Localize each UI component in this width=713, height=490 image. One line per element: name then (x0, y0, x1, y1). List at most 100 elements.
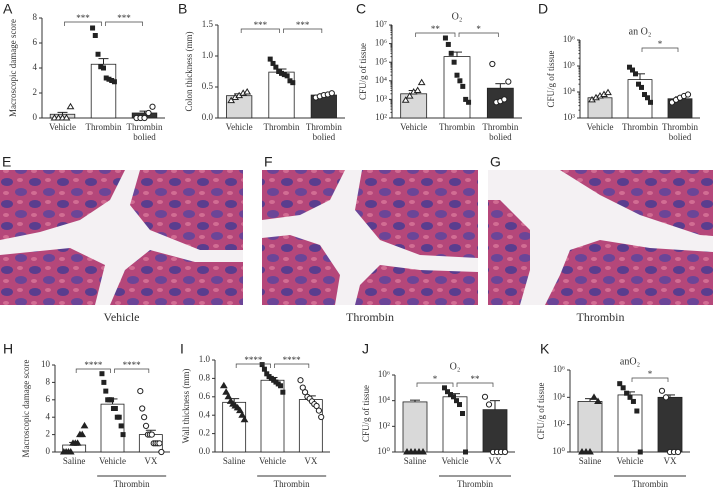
chart-title: O₂ (450, 361, 461, 372)
x-tick-label: Vehicle (587, 122, 614, 132)
significance-bracket (274, 363, 310, 368)
data-point (287, 78, 293, 84)
significance-label: *** (254, 20, 268, 30)
y-tick-label: 6 (33, 37, 38, 47)
y-axis-label: CFU/g of tissue (358, 43, 368, 100)
x-tick-label: VX (144, 456, 157, 466)
bar (577, 401, 603, 453)
y-tick-label: 10⁴ (563, 86, 575, 96)
panel-letter: D (538, 1, 548, 17)
x-tick-label: Thrombin (264, 122, 300, 132)
y-tick-label: 8 (33, 12, 38, 22)
histology-f (262, 170, 478, 305)
data-point (489, 60, 496, 68)
data-point (627, 394, 633, 400)
panel-letter: K (540, 341, 550, 357)
data-point (227, 96, 236, 104)
data-point (401, 96, 410, 103)
significance-bracket (75, 368, 111, 373)
data-point (642, 92, 647, 98)
data-point (222, 388, 230, 395)
bar (617, 394, 643, 453)
group-label: Thrombin (274, 479, 310, 489)
y-tick-label: 10⁰ (552, 446, 565, 456)
data-point (240, 415, 249, 423)
significance-bracket (64, 21, 102, 26)
x-tick-label: Saline (63, 456, 86, 466)
x-tick-label: Vehicle (617, 456, 644, 466)
y-tick-label: 0.5 (202, 81, 214, 91)
data-point (141, 114, 148, 122)
data-point (66, 102, 75, 110)
data-point (658, 387, 666, 394)
significance-label: **** (123, 360, 142, 370)
group-label: Thrombin (457, 479, 493, 489)
data-point (481, 393, 489, 400)
data-point (633, 71, 638, 77)
y-tick-label: 10 (41, 359, 51, 369)
panel-letter: J (362, 341, 369, 357)
bar (442, 396, 468, 453)
data-point (405, 92, 414, 99)
significance-bracket (631, 377, 669, 382)
image-caption: Vehicle (104, 310, 140, 324)
data-point (662, 394, 670, 401)
data-point (328, 90, 335, 97)
data-point (413, 86, 422, 94)
significance-label: * (433, 374, 438, 384)
significance-bracket (240, 28, 280, 33)
data-point (457, 402, 462, 408)
data-point (224, 392, 233, 400)
x-tick-label: Thrombin bolied (662, 122, 698, 142)
y-tick-label: 10⁴ (378, 395, 390, 405)
panel-letter: B (178, 1, 187, 17)
data-point (419, 448, 427, 455)
data-point (141, 414, 148, 421)
histology-e (0, 170, 243, 305)
data-point (116, 414, 122, 420)
y-tick-label: 10² (378, 420, 390, 430)
data-point (454, 398, 459, 404)
chart-title: O₂ (452, 11, 463, 22)
data-point (103, 75, 109, 81)
data-point (627, 64, 632, 70)
bar (443, 56, 471, 119)
data-point (630, 398, 636, 404)
significance-label: * (476, 24, 481, 34)
x-tick-label: Vehicle (259, 456, 286, 466)
significance-label: *** (76, 13, 90, 23)
data-point (267, 56, 273, 62)
data-point (281, 72, 287, 78)
data-point (92, 33, 98, 38)
y-tick-label: 0.0 (199, 446, 211, 456)
data-point (617, 381, 623, 387)
y-tick-label: 10⁶ (553, 364, 565, 374)
data-point (118, 423, 124, 429)
data-point (466, 99, 472, 105)
x-tick-label: Saline (579, 456, 602, 466)
data-point (264, 371, 270, 377)
y-axis-label: Macroscopic damage score (21, 360, 31, 458)
data-point (148, 431, 155, 438)
y-tick-label: 1.0 (202, 50, 214, 60)
panel-letter: H (3, 341, 13, 357)
group-label: Thrombin (114, 479, 150, 489)
y-axis-label: Wall thickness (mm) (181, 369, 191, 444)
image-caption: Thrombin (577, 310, 625, 324)
data-point (445, 389, 450, 395)
data-point (158, 448, 165, 456)
data-point (219, 381, 228, 389)
x-tick-label: Vehicle (400, 122, 427, 132)
x-tick-label: Saline (223, 456, 246, 466)
data-point (590, 393, 598, 400)
data-point (156, 440, 163, 447)
significance-bracket (235, 363, 271, 368)
data-point (98, 64, 104, 70)
data-point (142, 422, 150, 429)
significance-label: * (648, 369, 653, 379)
data-point (674, 448, 682, 456)
data-point (270, 60, 276, 66)
y-axis-label: CFU/g of tissue (361, 385, 371, 442)
data-point (111, 79, 117, 85)
x-tick-label: Thrombin (439, 122, 475, 132)
